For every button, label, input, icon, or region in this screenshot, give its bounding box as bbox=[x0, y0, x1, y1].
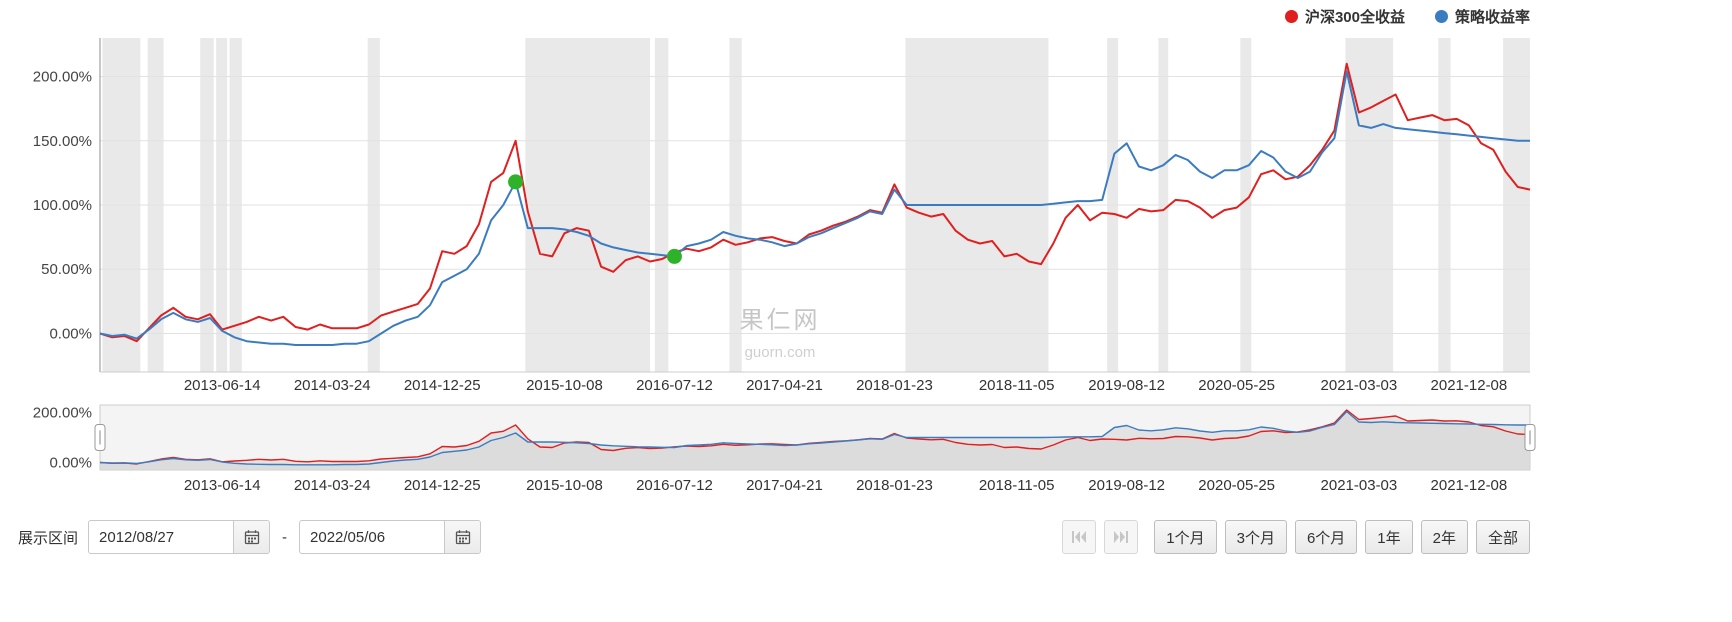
navigator[interactable]: 200.00% 0.00% bbox=[33, 404, 1536, 472]
navigator-left-handle[interactable] bbox=[94, 424, 106, 451]
red-series-dot-icon bbox=[1284, 10, 1298, 23]
svg-text:2018-01-23: 2018-01-23 bbox=[856, 477, 933, 494]
svg-text:2021-03-03: 2021-03-03 bbox=[1321, 377, 1398, 394]
svg-text:2017-04-21: 2017-04-21 bbox=[746, 477, 823, 494]
display-range-label: 展示区间 bbox=[18, 529, 79, 547]
range-3-months-button[interactable]: 3个月 bbox=[1224, 520, 1287, 554]
start-date-field bbox=[88, 520, 271, 554]
range-1-year-button[interactable]: 1年 bbox=[1365, 520, 1413, 554]
svg-text:2015-10-08: 2015-10-08 bbox=[526, 377, 603, 394]
svg-text:200.00%: 200.00% bbox=[33, 69, 92, 86]
date-range-controls: 展示区间 - 1个月 3个月 6 bbox=[0, 520, 1530, 554]
svg-text:2021-12-08: 2021-12-08 bbox=[1431, 477, 1508, 494]
svg-text:2014-03-24: 2014-03-24 bbox=[294, 477, 371, 494]
svg-text:2016-07-12: 2016-07-12 bbox=[636, 377, 713, 394]
start-date-input[interactable] bbox=[89, 521, 234, 553]
chart-legend: 沪深300全收益 策略收益率 bbox=[100, 6, 1530, 27]
svg-text:2014-03-24: 2014-03-24 bbox=[294, 377, 371, 394]
quick-range-buttons: 1个月 3个月 6个月 1年 2年 全部 bbox=[1062, 520, 1530, 554]
svg-text:2015-10-08: 2015-10-08 bbox=[526, 477, 603, 494]
svg-text:150.00%: 150.00% bbox=[33, 133, 92, 150]
pan-backward-button[interactable] bbox=[1062, 520, 1097, 554]
main-gridlines: 200.00% 150.00% 100.00% 50.00% 0.00% bbox=[33, 38, 1530, 373]
pan-forward-button[interactable] bbox=[1104, 520, 1139, 554]
csi300-series-line bbox=[99, 62, 1531, 343]
svg-text:2021-12-08: 2021-12-08 bbox=[1431, 377, 1508, 394]
svg-text:2016-07-12: 2016-07-12 bbox=[636, 477, 713, 494]
legend-item-strategy-return[interactable]: 策略收益率 bbox=[1434, 6, 1530, 27]
svg-text:2013-06-14: 2013-06-14 bbox=[184, 477, 261, 494]
end-date-calendar-button[interactable] bbox=[444, 521, 481, 553]
svg-text:2013-06-14: 2013-06-14 bbox=[184, 377, 261, 394]
legend-label-csi300: 沪深300全收益 bbox=[1304, 9, 1405, 26]
svg-text:2018-11-05: 2018-11-05 bbox=[979, 477, 1055, 494]
fast-forward-icon bbox=[1114, 531, 1129, 543]
x-axis-labels: 2013-06-14 2013-06-14 2014-03-24 2014-03-24… bbox=[184, 377, 1507, 494]
svg-text:2021-03-03: 2021-03-03 bbox=[1321, 477, 1398, 494]
svg-text:200.00%: 200.00% bbox=[33, 405, 92, 422]
calendar-icon bbox=[455, 530, 470, 545]
svg-text:0.00%: 0.00% bbox=[49, 325, 92, 342]
svg-text:100.00%: 100.00% bbox=[33, 197, 92, 214]
range-2-years-button[interactable]: 2年 bbox=[1420, 520, 1468, 554]
svg-text:50.00%: 50.00% bbox=[41, 261, 92, 278]
returns-line-chart[interactable]: 200.00% 150.00% 100.00% 50.00% 0.00% 2013-06-… bbox=[0, 0, 1732, 500]
range-1-month-button[interactable]: 1个月 bbox=[1154, 520, 1217, 554]
event-marker[interactable] bbox=[508, 174, 524, 190]
svg-text:2020-05-25: 2020-05-25 bbox=[1198, 377, 1275, 394]
end-date-input[interactable] bbox=[300, 521, 445, 553]
end-date-field bbox=[299, 520, 482, 554]
svg-text:2017-04-21: 2017-04-21 bbox=[746, 377, 823, 394]
svg-text:2014-12-25: 2014-12-25 bbox=[404, 377, 481, 394]
legend-item-csi300-total-return[interactable]: 沪深300全收益 bbox=[1284, 6, 1405, 27]
blue-series-dot-icon bbox=[1434, 10, 1448, 23]
navigator-right-handle[interactable] bbox=[1524, 424, 1536, 451]
calendar-icon bbox=[244, 530, 259, 545]
strategy-series-line bbox=[99, 70, 1530, 346]
svg-text:2014-12-25: 2014-12-25 bbox=[404, 477, 481, 494]
fast-backward-icon bbox=[1072, 531, 1087, 543]
svg-text:2018-01-23: 2018-01-23 bbox=[856, 377, 933, 394]
date-range-inputs: 展示区间 - bbox=[18, 520, 482, 554]
svg-text:2018-11-05: 2018-11-05 bbox=[979, 377, 1055, 394]
svg-text:2019-08-12: 2019-08-12 bbox=[1088, 477, 1165, 494]
legend-label-strategy: 策略收益率 bbox=[1454, 9, 1530, 26]
svg-text:2020-05-25: 2020-05-25 bbox=[1198, 477, 1275, 494]
range-all-button[interactable]: 全部 bbox=[1475, 520, 1530, 554]
svg-text:2019-08-12: 2019-08-12 bbox=[1088, 377, 1165, 394]
range-6-months-button[interactable]: 6个月 bbox=[1294, 520, 1358, 554]
start-date-calendar-button[interactable] bbox=[233, 521, 270, 553]
date-range-separator: - bbox=[282, 528, 288, 546]
event-marker[interactable] bbox=[666, 248, 682, 264]
svg-text:0.00%: 0.00% bbox=[49, 455, 92, 472]
